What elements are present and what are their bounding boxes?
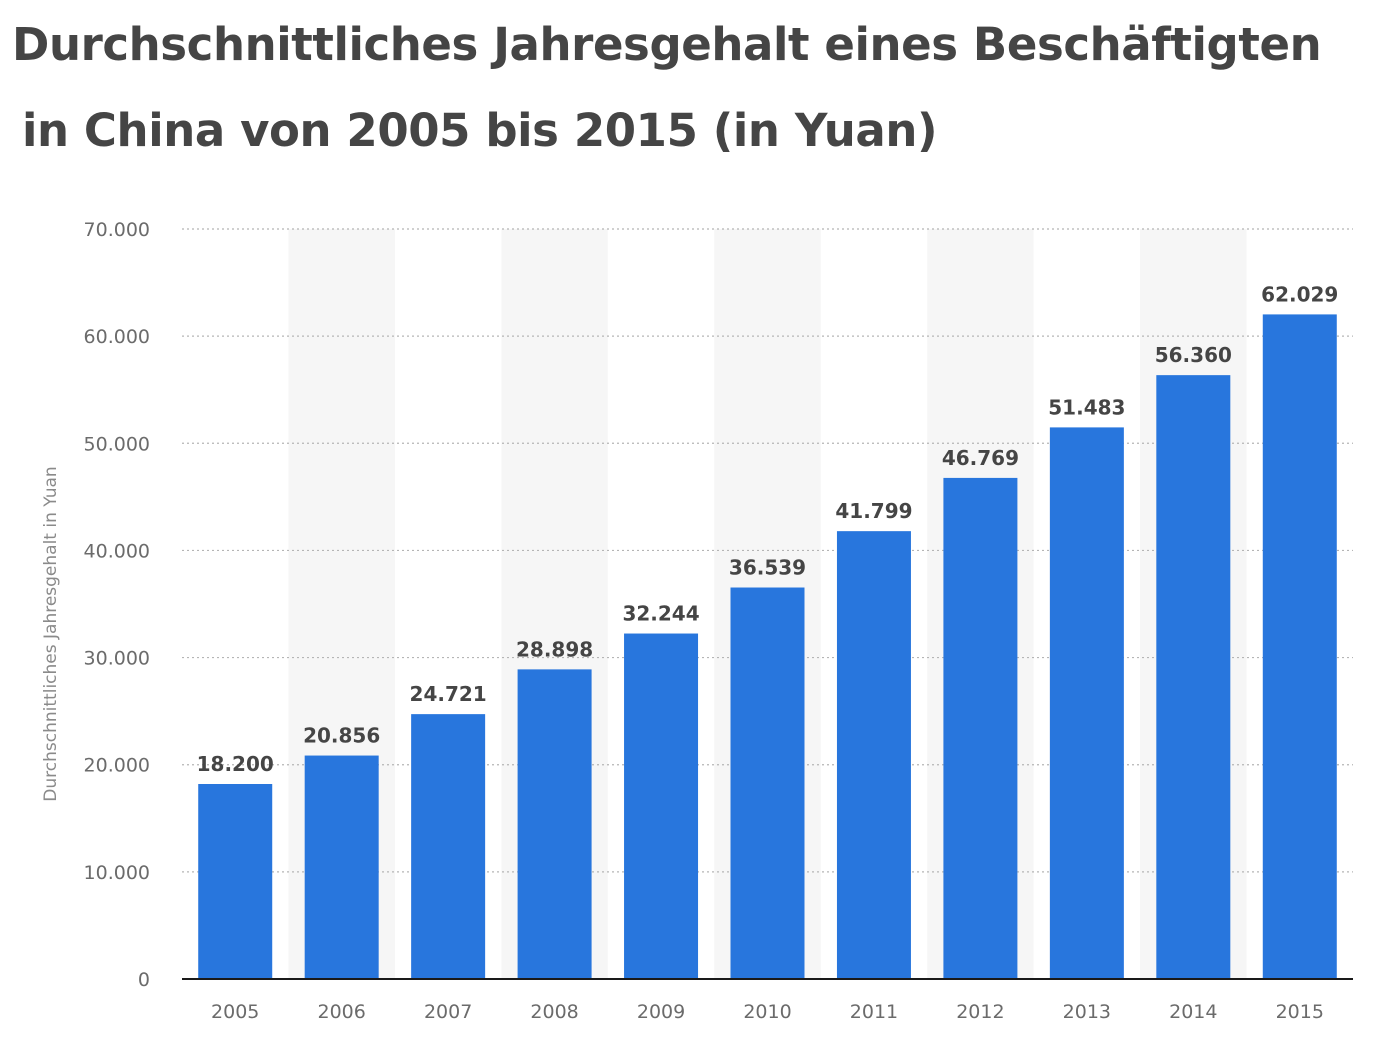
y-tick-label: 10.000 (84, 862, 150, 884)
x-tick-label: 2009 (637, 1001, 685, 1023)
x-tick-label: 2015 (1276, 1001, 1324, 1023)
x-tick-label: 2011 (850, 1001, 898, 1023)
y-tick-label: 20.000 (84, 755, 150, 777)
chart-title-line-1: Durchschnittliches Jahresgehalt eines Be… (12, 18, 1322, 71)
y-tick-label: 30.000 (84, 648, 150, 670)
y-tick-label: 50.000 (84, 433, 150, 455)
data-label: 46.769 (942, 446, 1019, 470)
y-tick-label: 70.000 (84, 219, 150, 241)
data-label: 51.483 (1048, 395, 1125, 419)
data-label: 20.856 (303, 724, 380, 748)
data-label: 24.721 (410, 682, 487, 706)
data-label: 28.898 (516, 637, 593, 661)
bar[interactable] (1156, 375, 1231, 980)
chart-title-line-2: in China von 2005 bis 2015 (in Yuan) (22, 104, 938, 157)
bar[interactable] (836, 531, 911, 979)
x-tick-label: 2010 (743, 1001, 791, 1023)
bar[interactable] (304, 755, 379, 979)
y-tick-label: 40.000 (84, 540, 150, 562)
y-tick-label: 60.000 (84, 326, 150, 348)
data-label: 32.244 (622, 602, 699, 626)
y-axis-title: Durchschnittliches Jahresgehalt in Yuan (41, 466, 61, 801)
x-tick-label: 2013 (1063, 1001, 1111, 1023)
bar[interactable] (943, 477, 1018, 979)
bar[interactable] (411, 714, 486, 979)
data-label: 62.029 (1261, 282, 1338, 306)
x-tick-label: 2012 (956, 1001, 1004, 1023)
x-tick-label: 2005 (211, 1001, 259, 1023)
bar[interactable] (1262, 314, 1337, 979)
data-label: 56.360 (1155, 343, 1232, 367)
y-axis-tick-labels: 0 10.000 20.000 30.000 40.000 50.000 60.000 70.… (84, 219, 150, 991)
data-label: 41.799 (835, 499, 912, 523)
bar[interactable] (730, 587, 805, 979)
x-tick-label: 2008 (530, 1001, 578, 1023)
data-label: 36.539 (729, 556, 806, 580)
chart-title: Durchschnittliches Jahresgehalt eines Be… (12, 2, 1377, 174)
bar[interactable] (517, 669, 592, 979)
data-label: 18.200 (197, 752, 274, 776)
x-tick-label: 2014 (1169, 1001, 1217, 1023)
x-tick-label: 2007 (424, 1001, 472, 1023)
bar-series (198, 314, 1337, 980)
x-axis-tick-labels: 2005 2006 2007 2008 2009 2010 2011 2012 2013 2014… (211, 1001, 1324, 1023)
bar[interactable] (198, 784, 273, 979)
bar[interactable] (1049, 427, 1124, 979)
x-tick-label: 2006 (318, 1001, 366, 1023)
y-tick-label: 0 (138, 969, 150, 991)
data-labels: 18.200 20.856 24.721 28.898 32.244 36.539 41.7… (197, 282, 1339, 776)
bar[interactable] (624, 633, 699, 979)
